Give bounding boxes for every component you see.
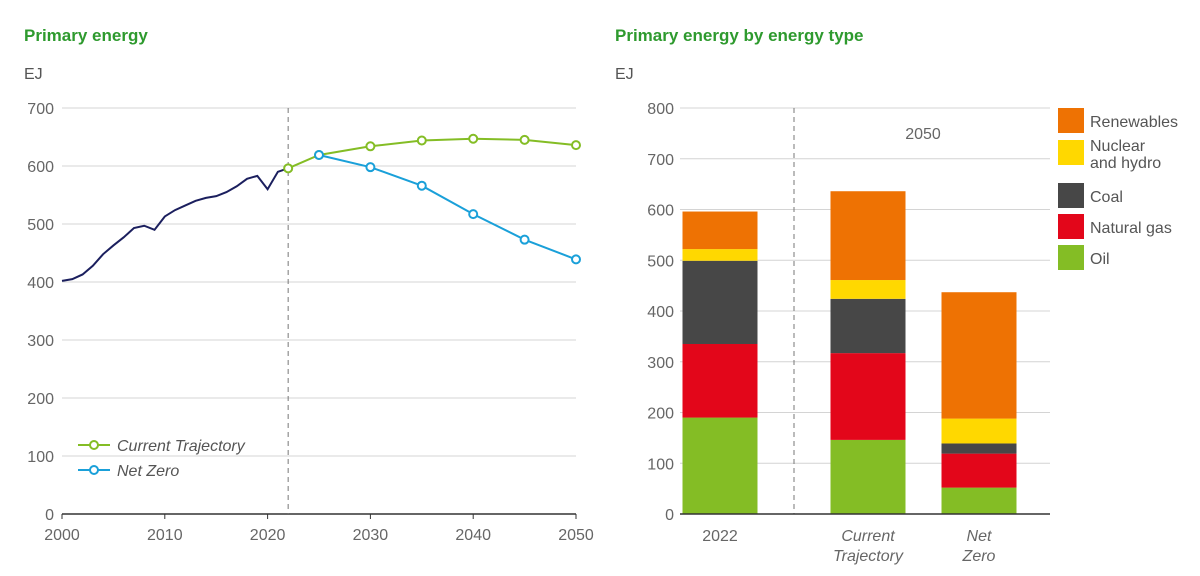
bar-segment-oil [830, 439, 906, 514]
bar-category-label: Trajectory [833, 548, 904, 565]
legend-label-nuclear-and-hydro: and hydro [1090, 155, 1161, 172]
legend-marker-net-zero [89, 465, 99, 475]
bar-segment-nuclear-and-hydro [830, 280, 906, 299]
point-net-zero [314, 149, 324, 160]
bar-y-tick-label: 800 [647, 101, 674, 118]
bar-segment-natural-gas [682, 343, 758, 418]
series-line-current-trajectory [287, 137, 577, 170]
bar-y-tick-label: 400 [647, 304, 674, 321]
point-current-trajectory [283, 163, 294, 174]
line-y-tick-label: 400 [27, 275, 54, 292]
bar-segment-renewables [941, 292, 1017, 419]
legend-swatch-oil [1058, 245, 1084, 270]
bar-segment-coal [682, 260, 758, 344]
bar-y-tick-label: 200 [647, 406, 674, 423]
legend-swatch-nuclear-and-hydro [1058, 140, 1084, 165]
point-net-zero [468, 209, 479, 220]
bar-y-tick-label: 600 [647, 203, 674, 220]
bar-segment-nuclear-and-hydro [941, 418, 1017, 444]
line-x-tick-label: 2050 [558, 527, 594, 544]
primary-energy-line-chart: EJ 0 100 200 300 400 500 600 700 2000 2010 2020 2030… [24, 66, 594, 544]
bar-segment-coal [830, 298, 906, 354]
point-net-zero [416, 180, 427, 191]
point-net-zero [571, 254, 581, 265]
line-y-tick-label: 500 [27, 217, 54, 234]
bar-segment-oil [941, 487, 1017, 514]
line-x-tick-label: 2040 [455, 527, 491, 544]
bar-segment-oil [682, 417, 758, 514]
bar-category-label: Zero [962, 548, 996, 565]
series-line-net-zero [318, 154, 577, 261]
legend-label-nuclear-and-hydro: Nuclear [1090, 138, 1146, 155]
bar-segment-renewables [682, 211, 758, 250]
point-current-trajectory [416, 135, 427, 146]
bar-segment-nuclear-and-hydro [682, 249, 758, 261]
line-x-tick-label: 2020 [250, 527, 286, 544]
bar-segment-coal [941, 443, 1017, 454]
primary-energy-by-type-bar-chart: EJ 0 100 200 300 400 500 600 700 800 2050 2022 Curre… [615, 66, 1178, 565]
legend-swatch-coal [1058, 183, 1084, 208]
bar-chart-title: Primary energy by energy type [615, 26, 864, 45]
line-x-tick-label: 2030 [353, 527, 389, 544]
series-line-historical [61, 167, 289, 282]
line-y-tick-label: 700 [27, 101, 54, 118]
point-current-trajectory [571, 140, 581, 151]
point-net-zero [365, 162, 376, 173]
legend-label-coal: Coal [1090, 189, 1123, 206]
bar-y-tick-label: 700 [647, 152, 674, 169]
bar-category-label: Net [967, 528, 992, 545]
line-y-tick-label: 200 [27, 391, 54, 408]
legend-label-oil: Oil [1090, 251, 1110, 268]
line-x-tick-label: 2000 [44, 527, 80, 544]
bar-y-tick-label: 0 [665, 507, 674, 524]
bar-category-label: Current [841, 528, 895, 545]
legend-swatch-renewables [1058, 108, 1084, 133]
bar-annotation-2050: 2050 [905, 126, 941, 143]
point-current-trajectory [519, 134, 530, 145]
bar-segment-renewables [830, 191, 906, 281]
legend-label-renewables: Renewables [1090, 114, 1178, 131]
line-y-tick-label: 300 [27, 333, 54, 350]
legend-label-natural-gas: Natural gas [1090, 220, 1172, 237]
bar-segment-natural-gas [830, 353, 906, 440]
line-x-tick-label: 2010 [147, 527, 183, 544]
line-y-tick-label: 100 [27, 449, 54, 466]
line-chart-title: Primary energy [24, 26, 148, 45]
legend-swatch-natural-gas [1058, 214, 1084, 239]
bar-segment-natural-gas [941, 453, 1017, 488]
line-y-tick-label: 0 [45, 507, 54, 524]
line-y-tick-label: 600 [27, 159, 54, 176]
point-current-trajectory [365, 141, 376, 152]
bar-y-tick-label: 300 [647, 355, 674, 372]
legend-label-net-zero: Net Zero [117, 463, 179, 480]
bar-y-tick-label: 100 [647, 456, 674, 473]
bar-category-label: 2022 [702, 528, 738, 545]
legend-label-current-trajectory: Current Trajectory [117, 438, 246, 455]
point-current-trajectory [468, 133, 479, 144]
bar-y-unit-label: EJ [615, 66, 634, 83]
legend-marker-current-trajectory [89, 440, 99, 450]
bar-y-tick-label: 500 [647, 253, 674, 270]
line-y-unit-label: EJ [24, 66, 43, 83]
point-net-zero [519, 234, 530, 245]
